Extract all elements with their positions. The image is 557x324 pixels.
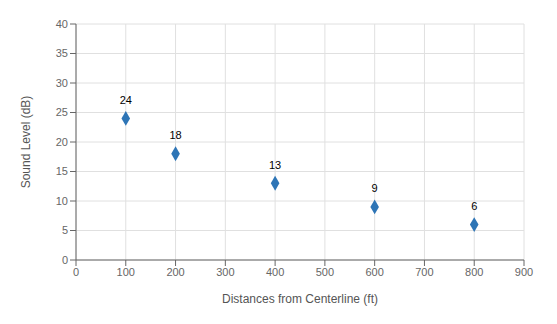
- svg-text:20: 20: [56, 136, 68, 148]
- svg-text:24: 24: [120, 94, 132, 106]
- svg-text:100: 100: [117, 266, 135, 278]
- svg-text:0: 0: [73, 266, 79, 278]
- svg-text:18: 18: [169, 129, 181, 141]
- svg-text:400: 400: [266, 266, 284, 278]
- svg-text:900: 900: [515, 266, 533, 278]
- svg-text:300: 300: [216, 266, 234, 278]
- svg-text:15: 15: [56, 165, 68, 177]
- svg-text:800: 800: [465, 266, 483, 278]
- svg-text:0: 0: [62, 254, 68, 266]
- svg-text:13: 13: [269, 159, 281, 171]
- svg-text:10: 10: [56, 195, 68, 207]
- svg-text:200: 200: [166, 266, 184, 278]
- svg-text:40: 40: [56, 18, 68, 30]
- svg-text:25: 25: [56, 106, 68, 118]
- svg-text:30: 30: [56, 77, 68, 89]
- svg-text:700: 700: [415, 266, 433, 278]
- svg-text:500: 500: [316, 266, 334, 278]
- svg-text:Sound Level (dB): Sound Level (dB): [19, 96, 33, 189]
- svg-text:600: 600: [365, 266, 383, 278]
- svg-text:Distances from Centerline (ft): Distances from Centerline (ft): [222, 292, 378, 306]
- svg-text:6: 6: [471, 200, 477, 212]
- svg-text:35: 35: [56, 47, 68, 59]
- svg-text:5: 5: [62, 224, 68, 236]
- svg-text:9: 9: [372, 182, 378, 194]
